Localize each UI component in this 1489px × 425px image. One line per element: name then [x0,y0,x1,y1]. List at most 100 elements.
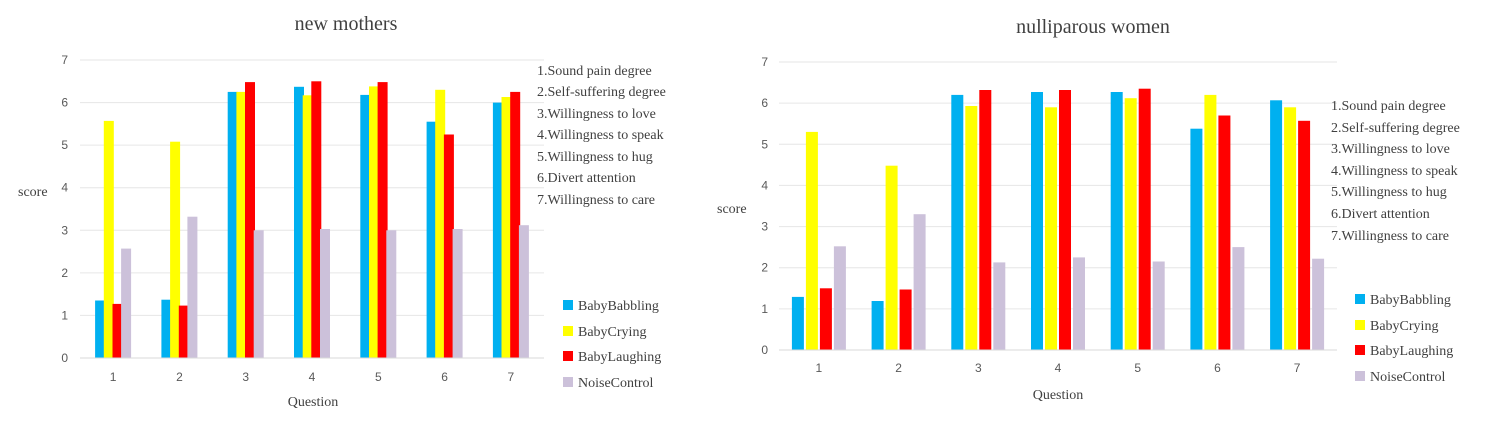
y-tick-label: 6 [761,96,768,110]
y-tick-label: 3 [761,220,768,234]
bar-babylaughing-q6 [1218,115,1231,350]
y-tick-labels: 0 1 2 3 4 5 6 7 [761,55,768,357]
bar-noisecontrol-q5 [386,230,397,358]
x-tick-label: 5 [1134,361,1141,375]
bar-babybabbling-q1 [95,300,106,358]
y-axis-label: score [717,202,747,217]
bar-babybabbling-q5 [1110,92,1123,350]
y-tick-label: 6 [61,96,68,110]
x-tick-label: 3 [242,370,249,384]
bar-babylaughing-q2 [899,289,912,350]
legend-swatch-babybabbling [563,300,573,310]
question-key-item: 7.Willingness to care [1331,229,1449,244]
chart-title: new mothers [295,13,398,35]
bar-babylaughing-q1 [819,288,832,350]
x-tick-label: 7 [1294,361,1301,375]
question-key-item: 5.Willingness to hug [1331,185,1447,200]
x-tick-label: 1 [816,361,823,375]
x-tick-label: 6 [1214,361,1221,375]
bar-babybabbling-q6 [1190,128,1203,350]
bar-babycrying-q2 [885,165,898,350]
bar-babylaughing-q4 [311,81,322,359]
bar-babybabbling-q5 [360,94,371,359]
bar-babycrying-q3 [965,106,978,350]
bar-babybabbling-q2 [871,301,884,350]
x-tick-label: 6 [441,370,448,384]
bar-babycrying-q1 [805,131,818,350]
legend-label: BabyBabbling [578,299,659,314]
question-key-item: 6.Divert attention [1331,207,1430,222]
legend-swatch-babybabbling [1355,294,1365,304]
y-tick-label: 7 [61,53,68,67]
question-key-item: 7.Willingness to care [537,193,655,208]
x-tick-label: 4 [1055,361,1062,375]
legend-label: BabyCrying [578,325,646,340]
question-key-item: 6.Divert attention [537,171,636,186]
chart-title: nulliparous women [1016,16,1170,38]
question-key-item: 4.Willingness to speak [1331,164,1458,179]
y-tick-label: 1 [61,308,68,322]
legend-swatch-babycrying [563,326,573,336]
y-tick-label: 4 [761,178,768,192]
bar-babylaughing-q5 [377,82,388,358]
y-tick-label: 1 [761,302,768,316]
x-tick-label: 4 [309,370,316,384]
legend-swatch-noisecontrol [563,377,573,387]
bar-babylaughing-q6 [443,134,454,358]
y-tick-label: 2 [761,261,768,275]
y-tick-labels: 0 1 2 3 4 5 6 7 [61,53,68,365]
x-tick-labels: 1 2 3 4 5 6 7 [110,370,515,384]
bar-babylaughing-q7 [510,91,521,359]
bar-babycrying-q2 [170,141,181,358]
bar-noisecontrol-q2 [187,216,198,358]
y-axis-label: score [18,185,48,200]
x-tick-label: 5 [375,370,382,384]
bar-babybabbling-q2 [161,299,172,358]
legend: BabyBabbling BabyCrying BabyLaughing Noi… [1355,293,1453,385]
question-key-item: 1.Sound pain degree [1331,99,1446,114]
legend-label: BabyLaughing [1370,344,1453,359]
bar-babylaughing-q2 [178,305,189,358]
bars [95,81,529,359]
bar-babylaughing-q5 [1138,88,1151,350]
question-key-item: 3.Willingness to love [1331,142,1450,157]
question-key: 1.Sound pain degree 2.Self-suffering deg… [1331,99,1460,244]
x-tick-label: 2 [176,370,183,384]
question-key-item: 1.Sound pain degree [537,64,652,79]
bar-noisecontrol-q4 [1073,257,1085,350]
bar-noisecontrol-q7 [1312,258,1325,350]
legend-label: NoiseControl [1370,370,1446,385]
x-tick-label: 3 [975,361,982,375]
x-axis-label: Question [1033,388,1084,403]
bar-babycrying-q3 [236,91,247,359]
y-tick-label: 0 [761,343,768,357]
gridlines [779,61,1337,310]
bar-noisecontrol-q1 [833,246,846,350]
legend-swatch-babylaughing [563,351,573,361]
chart-nulliparous-women: nulliparous women score Question 0 1 2 3 4 5 6… [717,16,1460,403]
bar-noisecontrol-q6 [1232,247,1245,350]
bar-babybabbling-q7 [1270,100,1283,350]
bar-babycrying-q5 [1124,98,1137,350]
bar-babybabbling-q4 [294,86,304,359]
question-key: 1.Sound pain degree 2.Self-suffering deg… [537,64,666,208]
bar-babycrying-q4 [1045,107,1057,350]
question-key-item: 2.Self-suffering degree [537,85,666,100]
question-key-item: 5.Willingness to hug [537,150,653,165]
bar-babylaughing-q3 [245,82,255,358]
bar-noisecontrol-q6 [452,229,463,358]
bar-noisecontrol-q3 [993,262,1006,350]
legend-label: BabyCrying [1370,319,1438,334]
bar-babycrying-q4 [302,95,313,359]
bar-babylaughing-q7 [1298,120,1311,350]
bar-noisecontrol-q4 [320,229,330,358]
bar-noisecontrol-q5 [1152,261,1165,350]
bar-babybabbling-q3 [227,91,238,359]
bar-babycrying-q6 [435,89,446,359]
bar-babylaughing-q1 [112,303,123,358]
y-tick-label: 3 [61,223,68,237]
legend-swatch-babylaughing [1355,345,1365,355]
y-tick-label: 2 [61,266,68,280]
bar-noisecontrol-q1 [121,248,132,358]
